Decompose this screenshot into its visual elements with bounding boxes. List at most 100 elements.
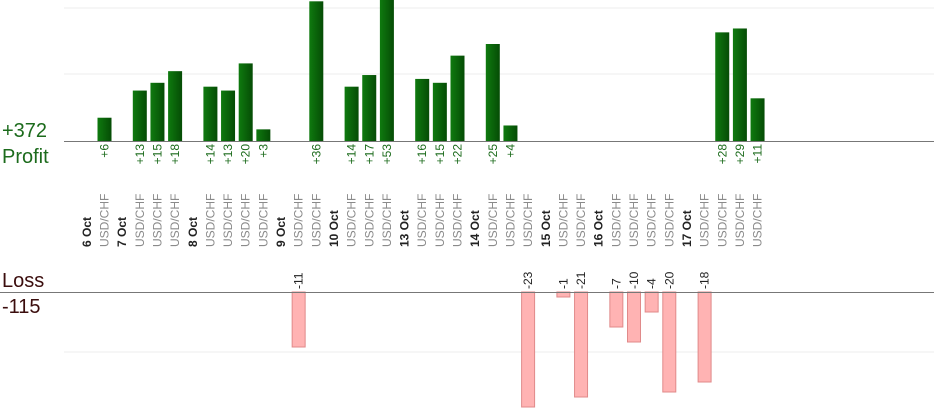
pair-label: USD/CHF [380, 194, 394, 247]
pair-label: USD/CHF [133, 194, 147, 247]
profit-value-label: +14 [345, 144, 359, 165]
date-label: 9 Oct [274, 217, 288, 247]
profit-bar [150, 82, 165, 141]
profit-bar [221, 90, 236, 141]
pair-label: USD/CHF [574, 194, 588, 247]
profit-value-label: +28 [715, 144, 729, 165]
profit-bar [256, 129, 271, 141]
loss-value-label: -11 [292, 272, 306, 289]
loss-value-label: -7 [609, 278, 623, 289]
pair-label: USD/CHF [751, 194, 765, 247]
loss-value-label: -18 [698, 271, 712, 289]
profit-bar [203, 86, 218, 141]
date-label: 7 Oct [115, 217, 129, 247]
profit-bar [432, 82, 447, 141]
date-label: 10 Oct [327, 210, 341, 247]
pair-label: USD/CHF [715, 194, 729, 247]
loss-bar [609, 291, 624, 328]
loss-value-label: -21 [574, 271, 588, 289]
pair-label: USD/CHF [503, 194, 517, 247]
profit-bar [450, 55, 465, 141]
loss-value-label: -1 [556, 278, 570, 289]
pair-label: USD/CHF [168, 194, 182, 247]
profit-bar [238, 63, 253, 141]
loss-bar [291, 291, 306, 348]
profit-value-label: +25 [486, 144, 500, 165]
loss-bar [697, 291, 712, 383]
profit-value-label: +16 [415, 144, 429, 165]
profit-bar [732, 28, 747, 142]
pair-label: USD/CHF [415, 194, 429, 247]
profit-value-label: +20 [239, 144, 253, 165]
profit-value-label: +11 [751, 144, 765, 164]
loss-label: Loss [2, 270, 44, 292]
pair-label: USD/CHF [433, 194, 447, 247]
profit-bar [485, 44, 500, 141]
profit-bar [715, 32, 730, 141]
pair-label: USD/CHF [698, 194, 712, 247]
loss-bar [662, 291, 677, 393]
pair-label: USD/CHF [521, 194, 535, 247]
profit-label: Profit [2, 146, 49, 168]
profit-value-label: +3 [256, 144, 270, 158]
pair-label: USD/CHF [203, 194, 217, 247]
profit-value-label: +17 [362, 144, 376, 165]
profit-value-label: +18 [168, 144, 182, 165]
pair-label: USD/CHF [98, 194, 112, 247]
profit-value-label: +22 [451, 144, 465, 165]
pair-label: USD/CHF [627, 194, 641, 247]
date-label: 6 Oct [80, 217, 94, 247]
pair-label: USD/CHF [150, 194, 164, 247]
pair-label: USD/CHF [662, 194, 676, 247]
labels: 6 Oct USD/CHF+67 Oct USD/CHF+13USD/CHF+15U… [80, 144, 765, 289]
profit-value-label: +13 [133, 144, 147, 165]
profit-value-label: +29 [733, 144, 747, 165]
date-label: 13 Oct [398, 210, 412, 247]
pair-label: USD/CHF [239, 194, 253, 247]
pair-label: USD/CHF [221, 194, 235, 247]
pair-label: USD/CHF [556, 194, 570, 247]
profit-bar [415, 78, 430, 141]
loss-value-label: -23 [521, 271, 535, 289]
profit-value-label: +14 [203, 144, 217, 165]
profit-value-label: +15 [150, 144, 164, 165]
date-label: 16 Oct [592, 210, 606, 247]
pair-label: USD/CHF [362, 194, 376, 247]
pair-label: USD/CHF [609, 194, 623, 247]
bars [97, 0, 765, 408]
profit-value-label: +4 [503, 144, 517, 158]
profit-bar [344, 86, 359, 141]
loss-bar [644, 291, 659, 313]
pair-label: USD/CHF [345, 194, 359, 247]
profit-bar [132, 90, 147, 141]
loss-value-label: -20 [662, 271, 676, 289]
loss-bar [627, 291, 641, 343]
loss-bar [521, 291, 536, 408]
loss-bar [574, 291, 589, 398]
pair-label: USD/CHF [451, 194, 465, 247]
profit-bar [168, 71, 183, 141]
pair-label: USD/CHF [292, 194, 306, 247]
profit-bar [503, 125, 518, 141]
loss-value-label: -10 [627, 271, 641, 289]
loss-total: -115 [2, 296, 41, 318]
profit-bar [362, 75, 377, 141]
profit-bar [750, 98, 765, 141]
profit-bar [97, 117, 112, 141]
date-label: 17 Oct [680, 210, 694, 247]
profit-value-label: +6 [98, 144, 112, 158]
pair-label: USD/CHF [486, 194, 500, 247]
baselines [0, 141, 934, 293]
profit-value-label: +13 [221, 144, 235, 165]
pair-label: USD/CHF [309, 194, 323, 247]
loss-value-label: -4 [645, 278, 659, 289]
pair-label: USD/CHF [645, 194, 659, 247]
profit-bar [309, 1, 324, 141]
profit-total: +372 [2, 120, 47, 142]
profit-bar [379, 0, 394, 141]
date-label: 14 Oct [468, 210, 482, 247]
profit-value-label: +53 [380, 144, 394, 165]
pair-label: USD/CHF [733, 194, 747, 247]
profit-value-label: +36 [309, 144, 323, 165]
